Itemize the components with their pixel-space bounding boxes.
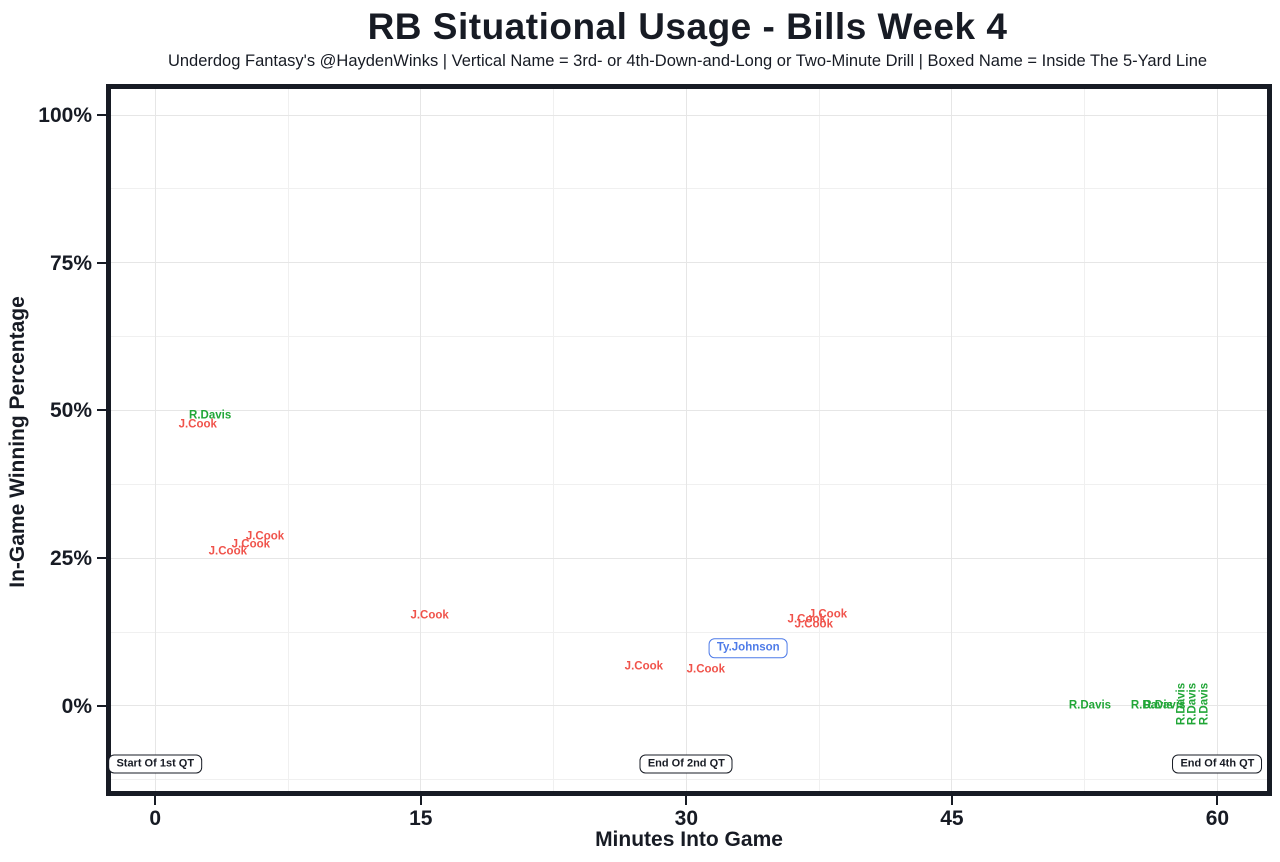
data-point-label: R.Davis [1143,699,1186,712]
x-minor-gridline [553,89,555,791]
y-minor-gridline [111,631,1267,633]
y-axis-tick [97,704,106,707]
x-tick-label: 30 [674,807,699,830]
x-axis-tick [1216,796,1219,805]
quarter-annotation: End Of 2nd QT [639,754,733,774]
y-minor-gridline [111,188,1267,190]
x-major-gridline [154,89,156,791]
y-tick-label: 75% [49,251,92,275]
y-axis-tick [97,114,106,116]
chart-subtitle: Underdog Fantasy's @HaydenWinks | Vertic… [167,52,1208,70]
y-major-gridline [111,557,1267,559]
y-axis-tick [97,261,106,264]
x-axis-tick [419,796,422,805]
x-tick-label: 0 [149,807,162,830]
y-minor-gridline [111,779,1267,781]
x-minor-gridline [1084,89,1086,791]
y-tick-label: 0% [61,694,92,718]
data-point-label: J.Cook [245,530,285,543]
x-major-gridline [951,89,953,791]
x-major-gridline [685,89,687,791]
data-point-label: R.Davis [1198,683,1211,726]
x-tick-label: 45 [940,807,964,830]
x-axis-tick [154,796,157,805]
data-point-label: J.Cook [410,609,449,622]
y-tick-label: 25% [49,547,92,571]
data-point-label: J.Cook [231,537,271,550]
x-major-gridline [1216,89,1218,791]
data-point-label: R.Davis [1130,699,1174,712]
chart-title: RB Situational Usage - Bills Week 4 [367,6,1008,47]
data-point-label: R.Davis [189,409,232,422]
quarter-annotation: End Of 4th QT [1172,754,1263,774]
data-point-label: J.Cook [178,418,217,431]
x-axis-tick [685,796,688,805]
y-minor-gridline [111,336,1267,338]
y-axis-tick [97,409,106,412]
data-point-label: J.Cook [686,663,725,676]
x-major-gridline [420,89,422,791]
y-minor-gridline [111,483,1267,485]
y-axis-title: In-Game Winning Percentage [6,296,29,588]
data-point-label: Ty.Johnson [708,638,788,658]
quarter-annotation: Start Of 1st QT [108,754,203,774]
x-tick-label: 60 [1205,807,1230,830]
y-major-gridline [111,262,1267,264]
data-point-label: J.Cook [794,618,833,631]
x-minor-gridline [287,89,289,791]
y-major-gridline [111,409,1267,411]
y-major-gridline [111,114,1267,116]
x-axis-title: Minutes Into Game [595,828,783,851]
plot-panel: J.Cook R.Davis J.Cook J.Cook J.Cook J.Cook J.C… [106,84,1272,796]
data-point-label: J.Cook [787,612,826,625]
data-point-label: J.Cook [208,545,247,558]
data-point-label: J.Cook [624,660,664,673]
data-point-label: J.Cook [808,608,848,621]
y-axis-tick [97,557,106,560]
x-tick-label: 15 [409,807,433,830]
x-axis-tick [950,796,953,805]
x-minor-gridline [818,89,820,791]
data-point-label: R.Davis [1068,699,1112,712]
data-point-label: R.Davis [1185,683,1198,726]
chart-header: RB Situational Usage - Bills Week 4 Unde… [100,0,1275,71]
y-major-gridline [111,705,1267,707]
y-tick-label: 100% [38,104,92,127]
y-tick-label: 50% [49,399,92,423]
